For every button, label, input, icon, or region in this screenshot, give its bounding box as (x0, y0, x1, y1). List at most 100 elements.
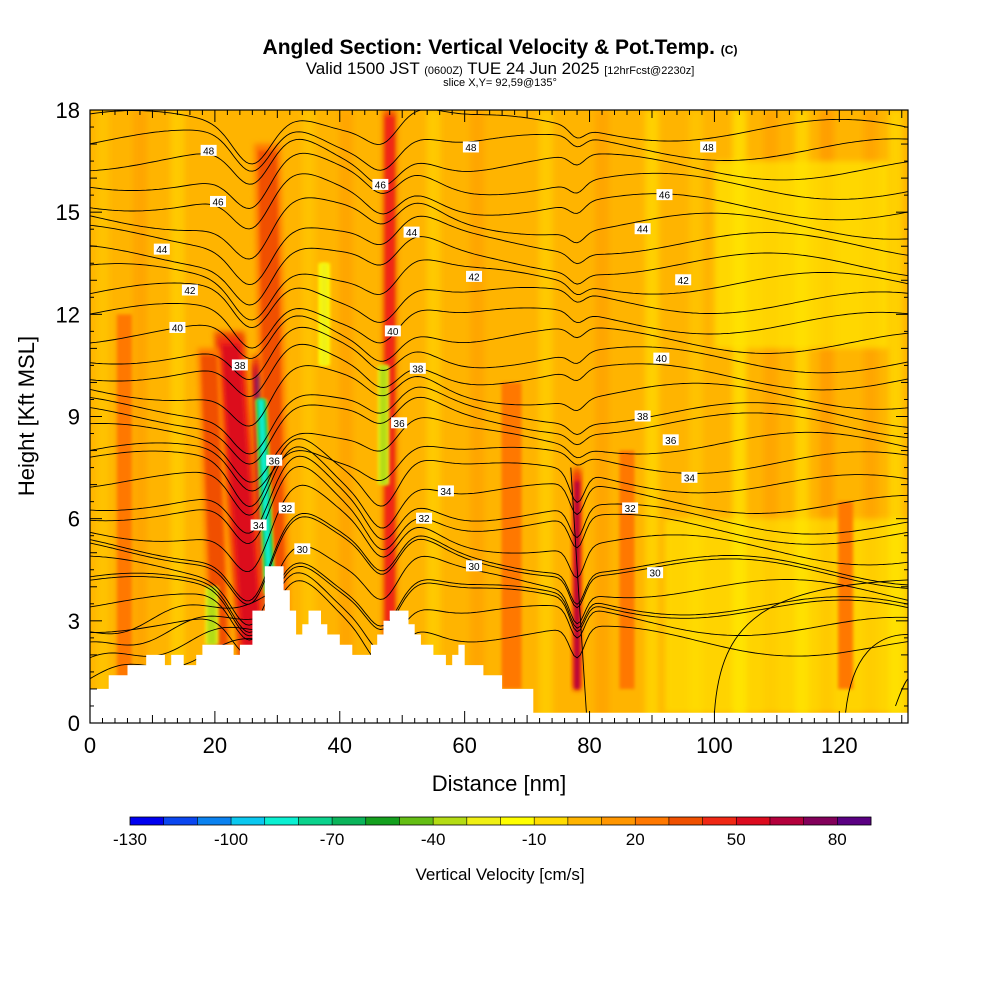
theta-contour-arc (713, 579, 908, 713)
contour-label: 42 (181, 284, 198, 297)
theta-contour-low (90, 588, 278, 635)
x-tick-label: 100 (696, 733, 733, 758)
x-tick-label: 80 (577, 733, 601, 758)
theta-contour-42 (90, 315, 908, 362)
colorbar-swatch (567, 817, 602, 825)
updraft-plume (258, 150, 287, 689)
contour-label-text: 30 (468, 562, 480, 573)
contour-label-text: 36 (269, 456, 281, 467)
contour-label-text: 40 (387, 327, 399, 338)
chart-title: Angled Section: Vertical Velocity & Pot.… (0, 36, 1000, 60)
contour-label-box (622, 502, 639, 514)
contour-label-text: 48 (465, 143, 477, 154)
field-texture-column (132, 110, 147, 723)
theta-contour-30 (90, 562, 908, 633)
contour-label-text: 34 (684, 473, 696, 484)
theta-contour-36 (90, 446, 908, 529)
contour-label: 42 (675, 274, 692, 287)
theta-contour-48 (90, 110, 908, 165)
contour-label: 30 (294, 543, 311, 556)
updraft-plume (838, 501, 854, 689)
downdraft-plume (379, 365, 388, 485)
contour-label-box (634, 410, 651, 422)
contour-label: 40 (653, 352, 670, 365)
theta-contour-44 (90, 259, 908, 321)
colorbar-swatch (769, 817, 804, 825)
theta-contour-38 (90, 417, 908, 483)
contour-label-text: 40 (172, 323, 184, 334)
theta-contour-30 (90, 572, 908, 652)
colorbar-swatch (231, 817, 266, 825)
chart-subtitle: Valid 1500 JST (0600Z) TUE 24 Jun 2025 [… (0, 59, 1000, 79)
contour-label-text: 36 (665, 436, 677, 447)
contour-label-box (656, 189, 673, 201)
theta-contour-low (90, 610, 278, 646)
y-tick-label: 6 (68, 507, 80, 532)
theta-contour-46 (90, 197, 908, 260)
theta-contour-46 (90, 215, 908, 286)
colorbar-swatch (635, 817, 670, 825)
theta-contour-36 (90, 438, 908, 507)
theta-contour-44 (90, 236, 908, 306)
theta-contour-40 (90, 386, 908, 455)
contour-label: 42 (466, 270, 483, 283)
contour-label: 38 (231, 359, 248, 372)
contour-label-box (700, 141, 717, 153)
contour-label-box (403, 226, 420, 238)
contour-label-box (266, 454, 283, 466)
x-axis-title: Distance [nm] (432, 771, 567, 796)
contour-label-box (231, 359, 248, 371)
field-weak-zone (714, 161, 890, 349)
field-texture-column (301, 110, 316, 723)
contour-label: 32 (278, 502, 295, 515)
colorbar-swatch (601, 817, 636, 825)
updraft-plume (501, 382, 522, 689)
y-tick-label: 12 (56, 302, 80, 327)
theta-contour-40 (90, 365, 908, 427)
updraft-plume (221, 344, 265, 689)
colorbar-swatch (264, 817, 299, 825)
title-main: Angled Section: Vertical Velocity & Pot.… (262, 36, 715, 59)
contour-label-text: 42 (468, 272, 480, 283)
contour-label-text: 34 (253, 521, 265, 532)
contour-label: 46 (656, 189, 673, 202)
contour-label-box (681, 471, 698, 483)
field-texture-column (538, 110, 553, 723)
contour-label: 44 (634, 223, 651, 236)
contour-label: 34 (437, 485, 454, 498)
contour-label-box (210, 195, 227, 207)
contour-label-text: 44 (156, 245, 168, 256)
forecast-info: [12hrFcst@2230z] (604, 65, 695, 77)
colorbar-tick-label: -100 (214, 830, 248, 849)
contour-label-text: 30 (297, 545, 309, 556)
contour-label-box (181, 284, 198, 296)
contour-label: 40 (384, 325, 401, 338)
downdraft-plume (320, 263, 328, 366)
theta-contour-low (90, 626, 278, 659)
colorbar-swatch (466, 817, 501, 825)
valid-date: TUE 24 Jun 2025 (467, 59, 600, 78)
contour-label-box (675, 274, 692, 286)
contour-label: 32 (622, 502, 639, 515)
colorbar-tick-label: -130 (113, 830, 147, 849)
updraft-plume (201, 355, 229, 689)
downdraft-plume (258, 399, 273, 594)
colorbar-swatch (433, 817, 468, 825)
slice-info: slice X,Y= 92,59@135° (443, 77, 557, 89)
contour-label: 38 (409, 362, 426, 375)
contour-label: 38 (634, 410, 651, 423)
contour-label-box (437, 485, 454, 497)
colorbar: -130 -100 -70 -40 -10 20 50 80 (113, 816, 872, 849)
contour-label-text: 46 (375, 180, 387, 191)
field-texture-column (170, 110, 185, 723)
colorbar-swatch (399, 817, 434, 825)
colorbar-title: Vertical Velocity [cm/s] (415, 865, 584, 884)
contour-label-box (372, 178, 389, 190)
y-axis-title: Height [Kft MSL] (14, 336, 39, 496)
field-weak-zone (664, 518, 908, 713)
theta-contour-30 (90, 580, 908, 666)
field-texture-column (95, 110, 110, 723)
updraft-plume (385, 116, 395, 689)
colorbar-swatch (736, 817, 771, 825)
